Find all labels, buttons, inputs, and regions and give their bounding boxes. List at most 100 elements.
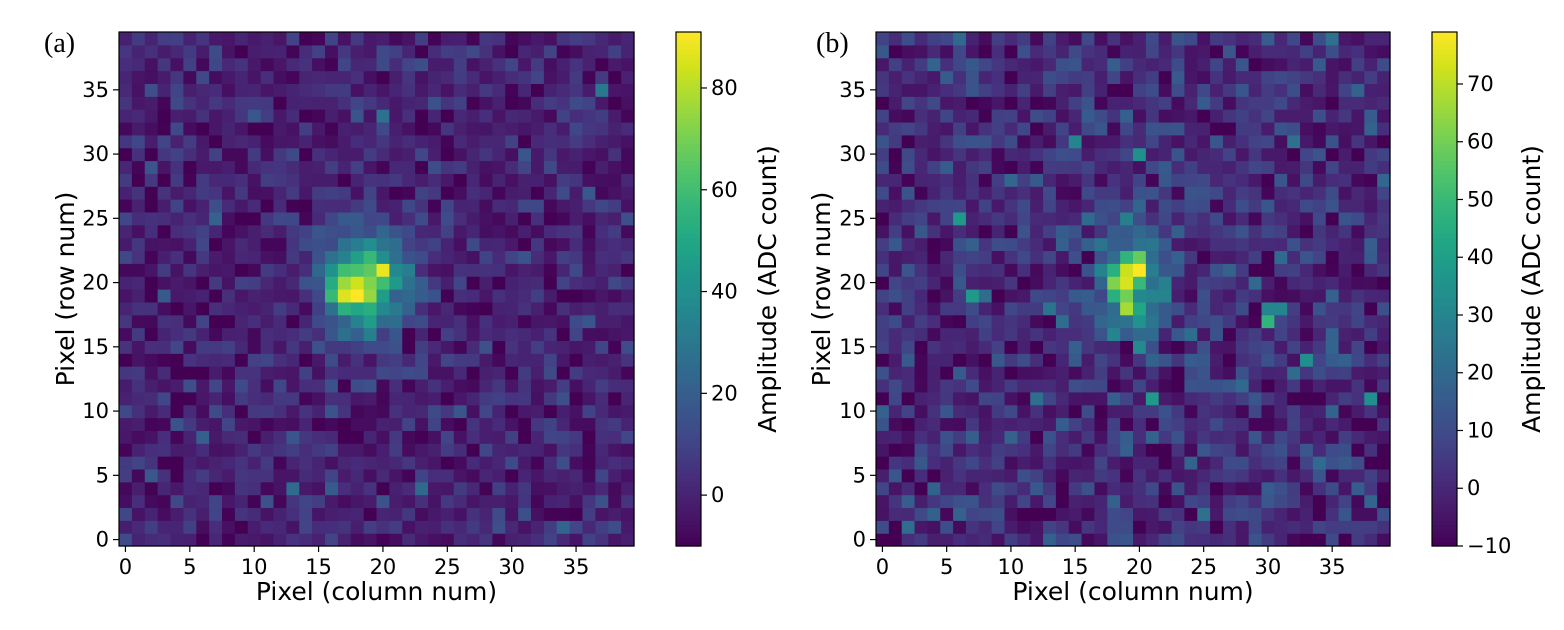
heatmap-cell-r39-c11	[1017, 32, 1031, 46]
heatmap-cell-r6-c25	[1197, 456, 1211, 470]
heatmap-cell-r11-c39	[1377, 391, 1391, 406]
heatmap-cell-r32-c19	[363, 121, 378, 136]
heatmap-cell-r21-c16	[1081, 263, 1096, 277]
heatmap-cell-r0-c39	[1377, 533, 1391, 547]
heatmap-cell-r11-c18	[1107, 391, 1121, 406]
heatmap-cell-r11-c33	[543, 391, 558, 406]
heatmap-cell-r14-c39	[621, 353, 635, 367]
heatmap-cell-r11-c30	[1261, 391, 1275, 406]
heatmap-cell-r16-c21	[389, 327, 403, 341]
heatmap-cell-r26-c28	[1235, 199, 1250, 213]
heatmap-cell-r10-c20	[376, 404, 390, 419]
heatmap-cell-r25-c33	[543, 211, 558, 226]
heatmap-cell-r13-c25	[440, 366, 455, 380]
heatmap-cell-r23-c31	[1274, 237, 1288, 252]
heatmap-cell-r38-c10	[1004, 44, 1018, 59]
heatmap-cell-r14-c34	[556, 353, 571, 367]
heatmap-cell-r6-c21	[1145, 456, 1160, 470]
heatmap-cell-r4-c14	[299, 481, 313, 496]
heatmap-cell-r13-c6	[196, 366, 210, 380]
heatmap-cell-r30-c8	[222, 147, 236, 162]
heatmap-cell-r8-c12	[1030, 430, 1044, 444]
heatmap-cell-r14-c22	[402, 353, 416, 367]
heatmap-cell-r5-c0	[876, 468, 890, 483]
heatmap-cell-r12-c13	[286, 378, 300, 393]
heatmap-cell-r24-c29	[1248, 224, 1263, 239]
heatmap-cell-r27-c24	[1184, 186, 1198, 200]
heatmap-cell-r30-c34	[556, 147, 571, 162]
colorbar-segment	[1432, 186, 1457, 192]
colorbar-segment	[1432, 297, 1457, 303]
heatmap-cell-r3-c38	[1364, 494, 1378, 509]
colorbar-segment	[676, 310, 701, 316]
heatmap-cell-r6-c11	[1017, 456, 1031, 470]
heatmap-cell-r14-c26	[453, 353, 468, 367]
heatmap-cell-r27-c9	[234, 186, 249, 200]
heatmap-cell-r19-c23	[415, 289, 429, 303]
heatmap-cell-r30-c27	[1222, 147, 1237, 162]
heatmap-cell-r23-c5	[183, 237, 197, 252]
heatmap-cell-r23-c4	[927, 237, 941, 252]
heatmap-cell-r21-c10	[247, 263, 262, 277]
heatmap-cell-r36-c19	[363, 70, 378, 84]
heatmap-cell-r38-c28	[479, 44, 493, 59]
heatmap-cell-r15-c32	[1287, 340, 1301, 354]
heatmap-cell-r9-c36	[582, 417, 596, 431]
heatmap-cell-r19-c3	[914, 289, 928, 303]
colorbar-segment	[1432, 259, 1457, 264]
heatmap-cell-r14-c24	[428, 353, 442, 367]
heatmap-cell-r5-c10	[1004, 468, 1018, 483]
heatmap-cell-r38-c23	[415, 44, 429, 59]
heatmap-cell-r13-c11	[1017, 366, 1031, 380]
heatmap-cell-r21-c19	[1120, 263, 1134, 277]
heatmap-cell-r36-c36	[1338, 70, 1353, 84]
heatmap-cell-r19-c19	[363, 289, 378, 303]
heatmap-cell-r33-c14	[299, 109, 313, 123]
heatmap-cell-r9-c1	[131, 417, 146, 431]
heatmap-cell-r38-c31	[1274, 44, 1288, 59]
heatmap-cell-r39-c22	[402, 32, 416, 46]
heatmap-cell-r8-c31	[518, 430, 532, 444]
colorbar-segment	[676, 160, 701, 166]
heatmap-cell-r35-c21	[389, 83, 403, 97]
heatmap-cell-r23-c39	[1377, 237, 1391, 252]
heatmap-cell-r10-c7	[209, 404, 223, 419]
heatmap-cell-r35-c6	[953, 83, 967, 97]
heatmap-cell-r9-c31	[1274, 417, 1288, 431]
heatmap-cell-r5-c19	[1120, 468, 1134, 483]
heatmap-cell-r38-c21	[389, 44, 403, 59]
heatmap-cell-r27-c23	[1171, 186, 1185, 200]
heatmap-cell-r38-c20	[1133, 44, 1147, 59]
heatmap-cell-r39-c36	[1338, 32, 1353, 46]
heatmap-cell-r30-c24	[1184, 147, 1198, 162]
heatmap-cell-r16-c16	[325, 327, 339, 341]
heatmap-cell-r36-c6	[196, 70, 210, 84]
heatmap-cell-r10-c35	[569, 404, 584, 419]
heatmap-cell-r4-c10	[247, 481, 262, 496]
x-tick-label: 30	[498, 555, 525, 579]
heatmap-cell-r25-c10	[1004, 211, 1018, 226]
heatmap-cell-r34-c16	[1081, 96, 1096, 110]
heatmap-cell-r3-c30	[1261, 494, 1275, 509]
heatmap-cell-r33-c35	[569, 109, 584, 123]
heatmap-cell-r36-c16	[1081, 70, 1096, 84]
heatmap-cell-r24-c8	[222, 224, 236, 239]
colorbar-segment	[676, 494, 701, 500]
heatmap-cell-r22-c6	[196, 250, 210, 264]
heatmap-cell-r0-c19	[1120, 533, 1134, 547]
colorbar-segment	[676, 481, 701, 487]
heatmap-cell-r0-c9	[234, 533, 249, 547]
heatmap-cell-r4-c28	[1235, 481, 1250, 496]
heatmap-cell-r27-c8	[978, 186, 993, 200]
heatmap-cell-r18-c23	[1171, 301, 1185, 316]
heatmap-cell-r21-c7	[965, 263, 980, 277]
heatmap-cell-r21-c34	[1312, 263, 1327, 277]
heatmap-cell-r22-c7	[965, 250, 980, 264]
heatmap-cell-r17-c8	[222, 314, 236, 329]
heatmap-cell-r8-c10	[247, 430, 262, 444]
heatmap-cell-r32-c14	[1055, 121, 1070, 136]
heatmap-cell-r12-c39	[621, 378, 635, 393]
heatmap-cell-r12-c32	[531, 378, 545, 393]
heatmap-cell-r6-c2	[901, 456, 916, 470]
heatmap-cell-r28-c37	[1351, 173, 1365, 187]
